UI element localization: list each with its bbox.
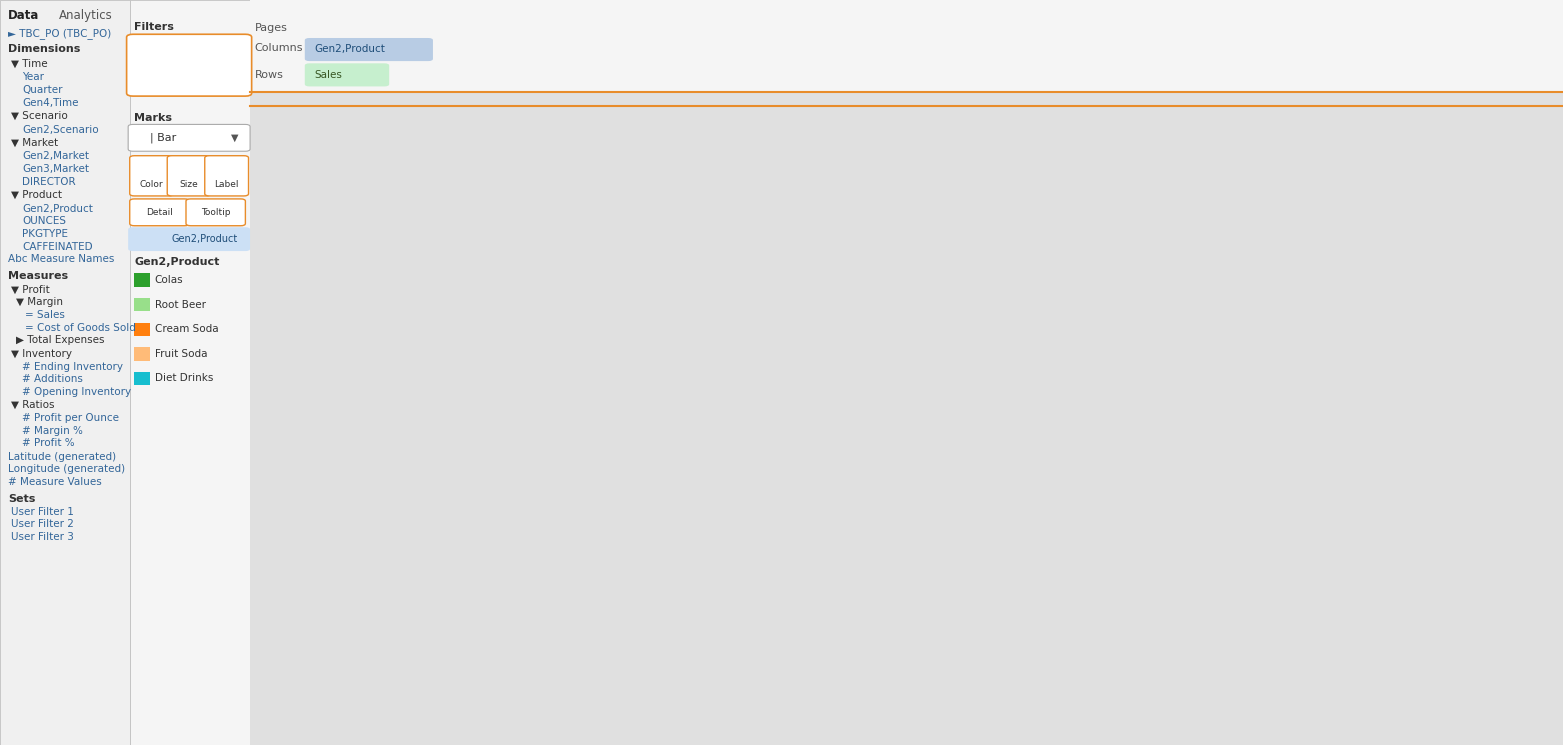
Text: Color: Color — [139, 180, 164, 189]
Text: Gen2,Product: Gen2,Product — [134, 257, 220, 267]
Text: Fruit Soda: Fruit Soda — [155, 349, 208, 359]
Text: User Filter 2: User Filter 2 — [11, 519, 73, 530]
Text: ► TBC_PO (TBC_PO): ► TBC_PO (TBC_PO) — [8, 28, 111, 39]
Text: Gen2,Scenario: Gen2,Scenario — [22, 124, 98, 135]
Text: PKGTYPE: PKGTYPE — [22, 229, 67, 239]
Text: # Measure Values: # Measure Values — [8, 477, 102, 487]
Text: Gen2,Product: Gen2,Product — [314, 44, 384, 54]
Text: Columns: Columns — [255, 43, 303, 54]
Text: ▼ Margin: ▼ Margin — [16, 297, 63, 308]
Text: ▼: ▼ — [231, 133, 239, 143]
Text: Colas: Colas — [155, 275, 183, 285]
Text: Root Beer: Root Beer — [155, 299, 206, 310]
Text: ▶ Total Expenses: ▶ Total Expenses — [16, 335, 105, 346]
Text: Abc Measure Names: Abc Measure Names — [8, 254, 114, 264]
Text: # Profit %: # Profit % — [22, 438, 75, 448]
Text: Marks: Marks — [134, 112, 172, 123]
Text: Year: Year — [22, 72, 44, 83]
Text: CAFFEINATED: CAFFEINATED — [22, 241, 92, 252]
Text: User Filter 1: User Filter 1 — [11, 507, 73, 517]
Text: Pages: Pages — [255, 22, 288, 33]
Text: Filters: Filters — [134, 22, 175, 32]
Text: Quarter: Quarter — [22, 85, 63, 95]
Text: ▼ Product: ▼ Product — [11, 190, 63, 200]
Bar — [425, 230, 453, 500]
Text: ▼ Inventory: ▼ Inventory — [11, 349, 72, 359]
Bar — [331, 113, 359, 500]
Text: # Ending Inventory: # Ending Inventory — [22, 361, 123, 372]
Text: = Sales: = Sales — [25, 310, 66, 320]
Text: Gen2,Product: Gen2,Product — [172, 234, 238, 244]
Text: Sales: Sales — [314, 69, 342, 80]
Text: Gen2,Market: Gen2,Market — [22, 151, 89, 162]
Text: # Margin %: # Margin % — [22, 425, 83, 436]
Y-axis label: Sales: Sales — [224, 269, 233, 299]
Text: OUNCES: OUNCES — [22, 216, 66, 226]
Text: User Filter 3: User Filter 3 — [11, 532, 73, 542]
Text: Latitude (generated): Latitude (generated) — [8, 451, 116, 462]
Text: ▼ Ratios: ▼ Ratios — [11, 400, 55, 410]
Bar — [284, 102, 313, 500]
Text: Tooltip: Tooltip — [202, 208, 230, 217]
Text: Cream Soda: Cream Soda — [155, 324, 219, 335]
Text: # Additions: # Additions — [22, 374, 83, 384]
Text: Diet Drinks: Diet Drinks — [155, 373, 213, 384]
Text: Label: Label — [214, 180, 239, 189]
Text: Sets: Sets — [8, 494, 36, 504]
Text: Analytics: Analytics — [59, 9, 113, 22]
Text: Gen3,Market: Gen3,Market — [22, 164, 89, 174]
Text: ▼ Profit: ▼ Profit — [11, 285, 50, 295]
Text: = Cost of Goods Sold: = Cost of Goods Sold — [25, 323, 136, 333]
Text: ▼ Scenario: ▼ Scenario — [11, 111, 67, 121]
Text: Detail: Detail — [145, 208, 173, 217]
Text: Gen2,Product: Gen2,Product — [22, 203, 92, 214]
Text: # Opening Inventory: # Opening Inventory — [22, 387, 131, 397]
Title: Gen2,Product: Gen2,Product — [345, 48, 439, 63]
Text: | Bar: | Bar — [150, 133, 177, 143]
Text: Size: Size — [180, 180, 199, 189]
Text: Measures: Measures — [8, 271, 67, 282]
Text: Dimensions: Dimensions — [8, 44, 80, 54]
Text: Longitude (generated): Longitude (generated) — [8, 464, 125, 475]
Text: # Profit per Ounce: # Profit per Ounce — [22, 413, 119, 423]
Text: DIRECTOR: DIRECTOR — [22, 177, 75, 187]
Text: Gen4,Time: Gen4,Time — [22, 98, 78, 108]
Text: Data: Data — [8, 9, 39, 22]
Text: Rows: Rows — [255, 69, 283, 80]
Bar — [472, 124, 500, 500]
Bar — [378, 165, 406, 500]
Text: ▼ Time: ▼ Time — [11, 59, 47, 69]
Text: ▼ Market: ▼ Market — [11, 138, 58, 148]
